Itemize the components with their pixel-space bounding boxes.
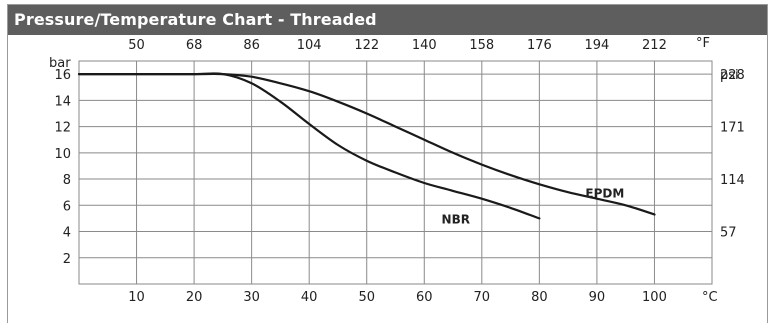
y-tick-label: 10 [54,147,71,162]
chart-title: Pressure/Temperature Chart - Threaded [8,5,767,35]
x-tick-label: 60 [416,290,433,305]
y-right-tick-label: 57 [720,226,737,241]
y-tick-label: 12 [54,121,71,136]
series-line-nbr [77,72,541,220]
x-top-tick-label: 86 [243,38,260,53]
y-tick-label: 4 [63,226,71,241]
x-tick-label: 100 [642,290,667,305]
y-tick-label: 14 [54,94,71,109]
y-right-tick-label: 114 [720,173,745,188]
plot-border [78,60,713,285]
series-label-epdm: EPDM [585,186,624,200]
x-tick-label: 90 [589,290,606,305]
x-top-tick-label: 158 [469,38,494,53]
x-top-tick-label: 122 [354,38,379,53]
x-top-tick-label: 212 [642,38,667,53]
x-tick-label: 80 [531,290,548,305]
y-unit-label: bar [49,56,71,71]
y-right-unit-label: psi [720,68,739,83]
x-top-tick-label: 50 [128,38,145,53]
x-tick-label: 30 [243,290,260,305]
x-tick-label: 50 [358,290,375,305]
x-top-tick-label: 140 [412,38,437,53]
x-top-tick-label: 194 [584,38,609,53]
x-tick-label: 20 [186,290,203,305]
y-tick-label: 16 [54,68,71,83]
y-right-tick-label: 171 [720,121,745,136]
series-label-nbr: NBR [442,213,470,227]
x-top-tick-label: 104 [297,38,322,53]
x-top-tick-label: 176 [527,38,552,53]
curves [77,72,656,220]
y-tick-label: 8 [63,173,71,188]
x-top-tick-label: 68 [186,38,203,53]
x-tick-label: 10 [128,290,145,305]
y-tick-label: 6 [63,199,71,214]
x-tick-label: 40 [301,290,318,305]
y-tick-label: 2 [63,252,71,267]
y-right-tick-label: 228 [720,68,745,83]
x-unit-label: °C [702,290,718,305]
x-top-unit-label: °F [696,36,710,51]
grid [78,60,713,285]
chart-panel: Pressure/Temperature Chart - Threaded [7,4,768,323]
x-tick-label: 70 [474,290,491,305]
